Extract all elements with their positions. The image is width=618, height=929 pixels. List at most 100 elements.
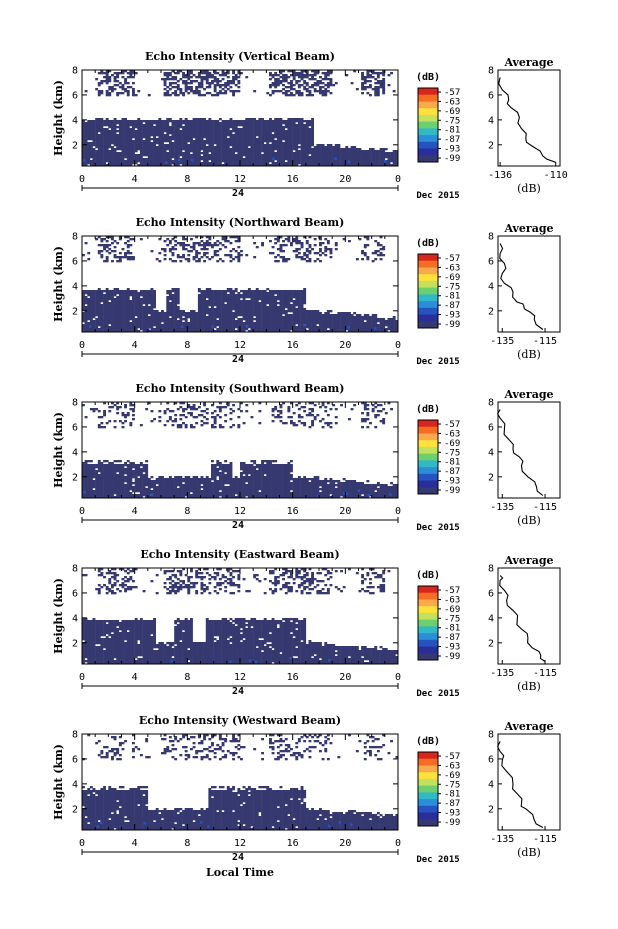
echo-cell: [290, 144, 293, 147]
echo-cell: [274, 148, 278, 151]
echo-cell: [208, 84, 212, 87]
echo-cell: [153, 314, 156, 317]
echo-cell: [255, 144, 259, 147]
echo-cell: [237, 76, 241, 79]
echo-cell: [287, 150, 291, 153]
echo-cell: [208, 82, 212, 85]
echo-cell: [132, 310, 135, 313]
echo-cell: [161, 316, 164, 319]
echo-cell: [126, 314, 130, 317]
echo-cell: [324, 324, 328, 327]
echo-cell: [308, 328, 312, 331]
echo-cell: [300, 300, 304, 303]
echo-cell: [124, 82, 127, 85]
echo-cell: [182, 158, 185, 161]
echo-cell: [129, 74, 133, 77]
echo-cell: [168, 152, 172, 155]
echo-cell: [205, 312, 209, 315]
echo-cell: [132, 72, 135, 75]
echo-cell: [111, 148, 114, 151]
echo-cell: [232, 306, 235, 309]
echo-cell: [319, 260, 322, 263]
echo-cell: [208, 242, 212, 245]
echo-cell: [290, 80, 293, 83]
echo-cell: [321, 158, 325, 161]
echo-cell: [182, 322, 185, 325]
echo-cell: [271, 154, 275, 157]
echo-cell: [84, 154, 88, 157]
echo-cell: [221, 326, 225, 329]
echo-cell: [124, 328, 127, 331]
echo-cell: [337, 160, 341, 163]
echo-cell: [345, 164, 349, 167]
echo-cell: [342, 158, 346, 161]
echo-cell: [184, 138, 188, 141]
echo-cell: [89, 134, 93, 137]
echo-cell: [292, 316, 296, 319]
panel-title: Echo Intensity (Vertical Beam): [144, 50, 336, 63]
echo-cell: [89, 144, 93, 147]
echo-cell: [129, 322, 133, 325]
echo-cell: [292, 160, 296, 163]
echo-cell: [255, 328, 259, 331]
echo-cell: [103, 72, 106, 75]
echo-cell: [111, 310, 114, 313]
echo-cell: [111, 296, 114, 299]
echo-cell: [124, 80, 127, 83]
echo-cell: [195, 144, 199, 147]
echo-cell: [184, 134, 188, 137]
echo-cell: [234, 154, 238, 157]
echo-cell: [100, 162, 104, 165]
echo-cell: [247, 306, 251, 309]
echo-cell: [192, 140, 196, 143]
echo-cell: [158, 260, 162, 263]
echo-cell: [255, 294, 259, 297]
echo-cell: [84, 142, 88, 145]
echo-cell: [179, 328, 183, 331]
echo-cell: [250, 136, 254, 139]
echo-cell: [163, 146, 167, 149]
echo-cell: [187, 244, 191, 247]
echo-cell: [200, 318, 204, 321]
echo-cell: [145, 138, 149, 141]
echo-cell: [163, 78, 167, 81]
echo-cell: [232, 128, 235, 131]
echo-cell: [87, 258, 91, 261]
echo-cell: [266, 126, 270, 129]
echo-cell: [168, 140, 172, 143]
echo-cell: [203, 294, 206, 297]
echo-cell: [195, 314, 199, 317]
echo-cell: [297, 122, 301, 125]
echo-cell: [192, 120, 196, 123]
echo-cell: [113, 328, 117, 331]
echo-cell: [245, 292, 249, 295]
echo-cell: [118, 238, 122, 241]
echo-cell: [237, 258, 241, 261]
echo-cell: [329, 324, 333, 327]
echo-cell: [216, 140, 220, 143]
echo-cell: [232, 70, 235, 73]
echo-cell: [226, 294, 230, 297]
echo-cell: [303, 86, 307, 89]
echo-cell: [108, 78, 112, 81]
echo-cell: [255, 324, 259, 327]
echo-cell: [221, 138, 225, 141]
echo-cell: [150, 146, 154, 149]
echo-cell: [95, 330, 99, 333]
echo-cell: [253, 150, 257, 153]
echo-cell: [150, 162, 154, 165]
echo-cell: [111, 160, 114, 163]
echo-cell: [355, 152, 359, 155]
echo-cell: [242, 310, 246, 313]
echo-cell: [82, 304, 85, 307]
echo-cell: [182, 120, 185, 123]
echo-cell: [82, 324, 85, 327]
echo-cell: [266, 296, 270, 299]
echo-cell: [168, 84, 172, 87]
echo-cell: [150, 158, 154, 161]
echo-cell: [240, 302, 243, 305]
echo-cell: [168, 120, 172, 123]
echo-cell: [150, 306, 154, 309]
echo-cell: [319, 312, 322, 315]
echo-cell: [316, 152, 320, 155]
